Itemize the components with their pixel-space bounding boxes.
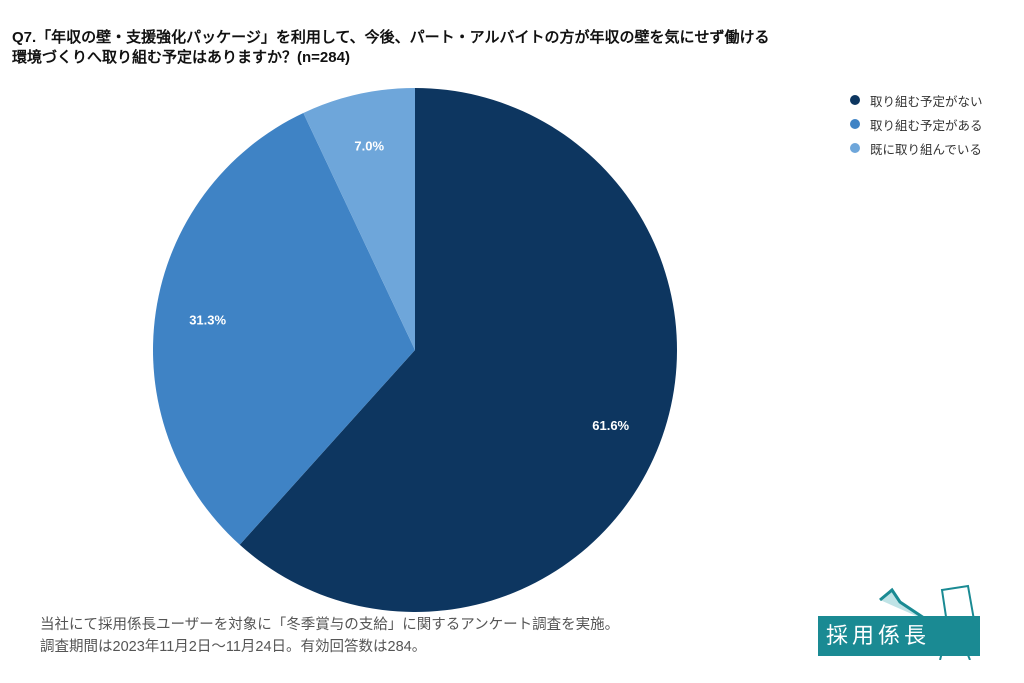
chart-title: Q7.「年収の壁・支援強化パッケージ」を利用して、今後、パート・アルバイトの方が… — [12, 29, 770, 66]
slice-label: 31.3% — [189, 312, 226, 327]
legend-item: 取り組む予定がある — [850, 112, 983, 136]
legend-item: 既に取り組んでいる — [850, 136, 983, 160]
footnote-line: 当社にて採用係長ユーザーを対象に「冬季賞与の支給」に関するアンケート調査を実施。 — [40, 617, 620, 633]
legend-item: 取り組む予定がない — [850, 88, 983, 112]
pie-slice — [153, 112, 415, 545]
legend-swatch — [850, 143, 860, 153]
legend-swatch — [850, 119, 860, 129]
legend-label: 取り組む予定がない — [870, 94, 983, 109]
logo: 採用係長 — [818, 616, 980, 656]
slice-label: 61.6% — [592, 418, 629, 433]
pie-slice — [239, 88, 677, 612]
legend-label: 既に取り組んでいる — [870, 142, 982, 157]
legend-label: 取り組む予定がある — [870, 118, 983, 133]
legend: 取り組む予定がない 取り組む予定がある 既に取り組んでいる — [850, 88, 983, 160]
legend-swatch — [850, 95, 860, 105]
slice-label: 7.0% — [354, 138, 384, 153]
pie-slice — [303, 88, 415, 350]
footnote: 当社にて採用係長ユーザーを対象に「冬季賞与の支給」に関するアンケート調査を実施。… — [40, 614, 619, 658]
footnote-line: 調査期間は2023年11月2日〜11月24日。有効回答数は284。 — [40, 639, 427, 655]
